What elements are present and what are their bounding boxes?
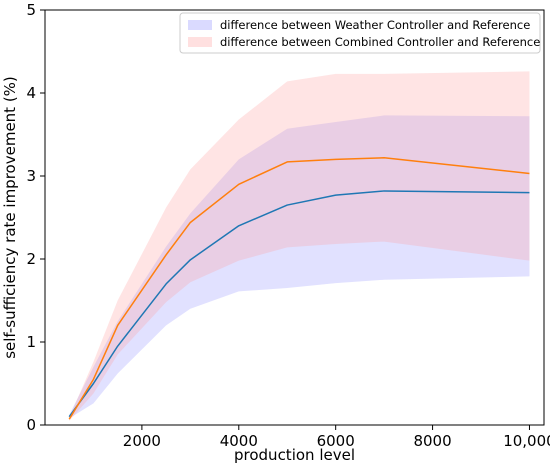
- line-series-2: [68, 156, 530, 420]
- x-tick-label: 4000: [220, 432, 258, 450]
- confidence-bands: [69, 71, 530, 421]
- x-tick-label: 10,000: [503, 432, 550, 450]
- legend-swatch-2: [188, 37, 212, 47]
- legend-swatch-1: [188, 20, 212, 30]
- y-tick-label: 2: [26, 250, 36, 268]
- x-axis-title: production level: [234, 446, 355, 464]
- y-tick-label: 0: [26, 416, 36, 434]
- band-series-2: [69, 71, 530, 421]
- y-tick-label: 4: [26, 84, 36, 102]
- line-series-1: [68, 190, 530, 418]
- legend: difference between Weather Controller an…: [179, 12, 541, 54]
- x-tick-label: 6000: [317, 432, 355, 450]
- legend-label-2: difference between Combined Controller a…: [220, 35, 540, 49]
- x-tick-label: 2000: [123, 432, 161, 450]
- x-axis: 2000 4000 6000 8000 10,000: [123, 425, 550, 450]
- legend-label-1: difference between Weather Controller an…: [220, 18, 530, 32]
- y-tick-label: 1: [26, 333, 36, 351]
- series-lines: [68, 156, 530, 420]
- y-tick-label: 5: [26, 1, 36, 19]
- y-axis: 0 1 2 3 4 5: [26, 1, 45, 434]
- x-tick-label: 8000: [413, 432, 451, 450]
- y-axis-title: self-sufficiency rate improvement (%): [1, 76, 19, 359]
- y-tick-label: 3: [26, 167, 36, 185]
- legend-box: [179, 12, 541, 54]
- plot-frame: [44, 9, 545, 426]
